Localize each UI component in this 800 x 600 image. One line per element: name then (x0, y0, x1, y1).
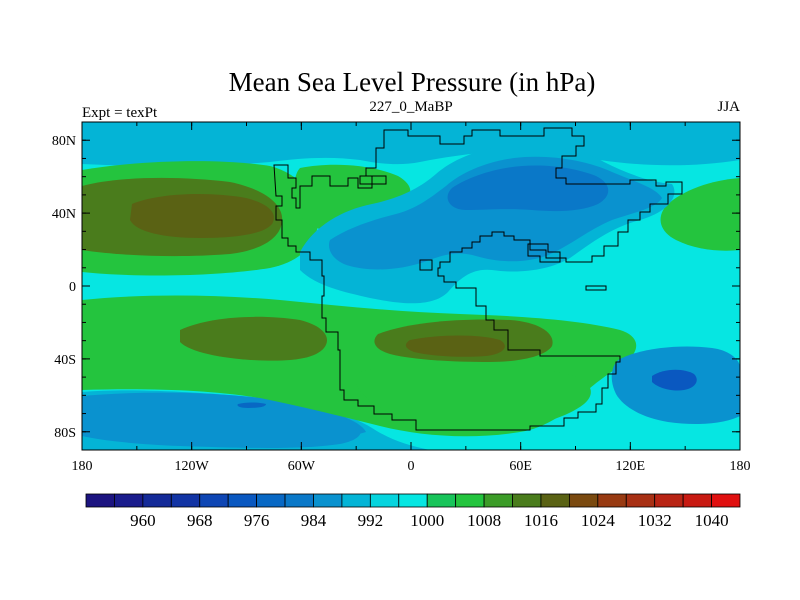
region-north-atlantic-high (294, 164, 411, 229)
paleo-coastline (273, 127, 683, 431)
region-north-pacific-high-center (130, 194, 274, 238)
subtitle-center: 227_0_MaBP (369, 99, 452, 115)
y-tick-label: 80N (52, 134, 76, 149)
colorbar-box-996 (369, 493, 400, 508)
region-north-east-pacific-high (660, 178, 740, 251)
region-southern-gondwana-green (355, 363, 591, 429)
colorbar-box-960 (114, 493, 144, 508)
colorbar-label: 1024 (581, 511, 616, 530)
colorbar-box-1000 (398, 493, 428, 508)
colorbar-label: 1040 (695, 511, 729, 530)
subtitle-left: Expt = texPt (82, 105, 158, 121)
colorbar-box-1036 (654, 493, 684, 508)
colorbar-box-1008 (455, 493, 485, 508)
colorbar-box-956 (85, 493, 115, 508)
y-tick-label: 40S (54, 353, 76, 368)
subtitle-right: JJA (717, 99, 740, 115)
colorbar-box-968 (170, 493, 201, 508)
colorbar-box-1016 (512, 493, 542, 508)
colorbar-label: 968 (187, 511, 213, 530)
y-tick-label: 80S (54, 426, 76, 441)
colorbar-box-972 (199, 493, 229, 508)
colorbar-label: 1008 (467, 511, 501, 530)
x-tick-label: 180 (72, 459, 93, 474)
island-pacific-sliver (359, 175, 387, 185)
colorbar-box-1024 (568, 493, 599, 508)
colorbar-label: 960 (130, 511, 156, 530)
colorbar-box-976 (227, 493, 258, 508)
island-east-asia (527, 243, 561, 263)
colorbar-box-1012 (483, 493, 513, 508)
colorbar: 960 968 976 984 992 1000 1008 1016 1024 1032 1040 (85, 493, 741, 530)
colorbar-box-1032 (625, 493, 656, 508)
x-tick-label: 0 (408, 459, 415, 474)
x-tick-label: 120E (616, 459, 646, 474)
colorbar-box-964 (142, 493, 172, 508)
region-australia-low-core (652, 369, 697, 391)
colorbar-box-992 (341, 493, 371, 508)
colorbar-box-1028 (597, 493, 627, 508)
region-south-subtropical-high-west (180, 316, 327, 361)
x-tick-label: 180 (730, 459, 751, 474)
colorbar-box-988 (313, 493, 343, 508)
x-tick-label: 60W (288, 459, 316, 474)
colorbar-box-1044 (711, 493, 741, 508)
axes: 180 120W 60W 0 60E 120E 180 80N 40N 0 40S 80S (52, 121, 751, 474)
colorbar-label: 1016 (524, 511, 558, 530)
region-pangea-north-low-center (447, 165, 609, 212)
colorbar-box-1040 (682, 493, 712, 508)
island-south-asia (585, 285, 607, 291)
region-south-pacific-low-core (237, 402, 266, 408)
pressure-field (82, 122, 740, 450)
colorbar-label: 976 (244, 511, 270, 530)
colorbar-label: 984 (301, 511, 327, 530)
x-tick-label: 120W (175, 459, 210, 474)
colorbar-box-984 (284, 493, 314, 508)
colorbar-label: 992 (358, 511, 384, 530)
region-south-subtropical-high-center (405, 335, 505, 357)
y-tick-label: 0 (69, 280, 76, 295)
pangea-outline (273, 127, 683, 431)
inner-gulf-outline (419, 259, 433, 271)
region-south-pacific-low (82, 400, 361, 448)
y-tick-label: 40N (52, 207, 76, 222)
colorbar-label: 1000 (410, 511, 444, 530)
colorbar-box-1020 (540, 493, 570, 508)
colorbar-box-1004 (426, 493, 457, 508)
colorbar-box-980 (256, 493, 286, 508)
x-tick-label: 60E (509, 459, 532, 474)
chart-title: Mean Sea Level Pressure (in hPa) (229, 67, 596, 97)
colorbar-label: 1032 (638, 511, 672, 530)
